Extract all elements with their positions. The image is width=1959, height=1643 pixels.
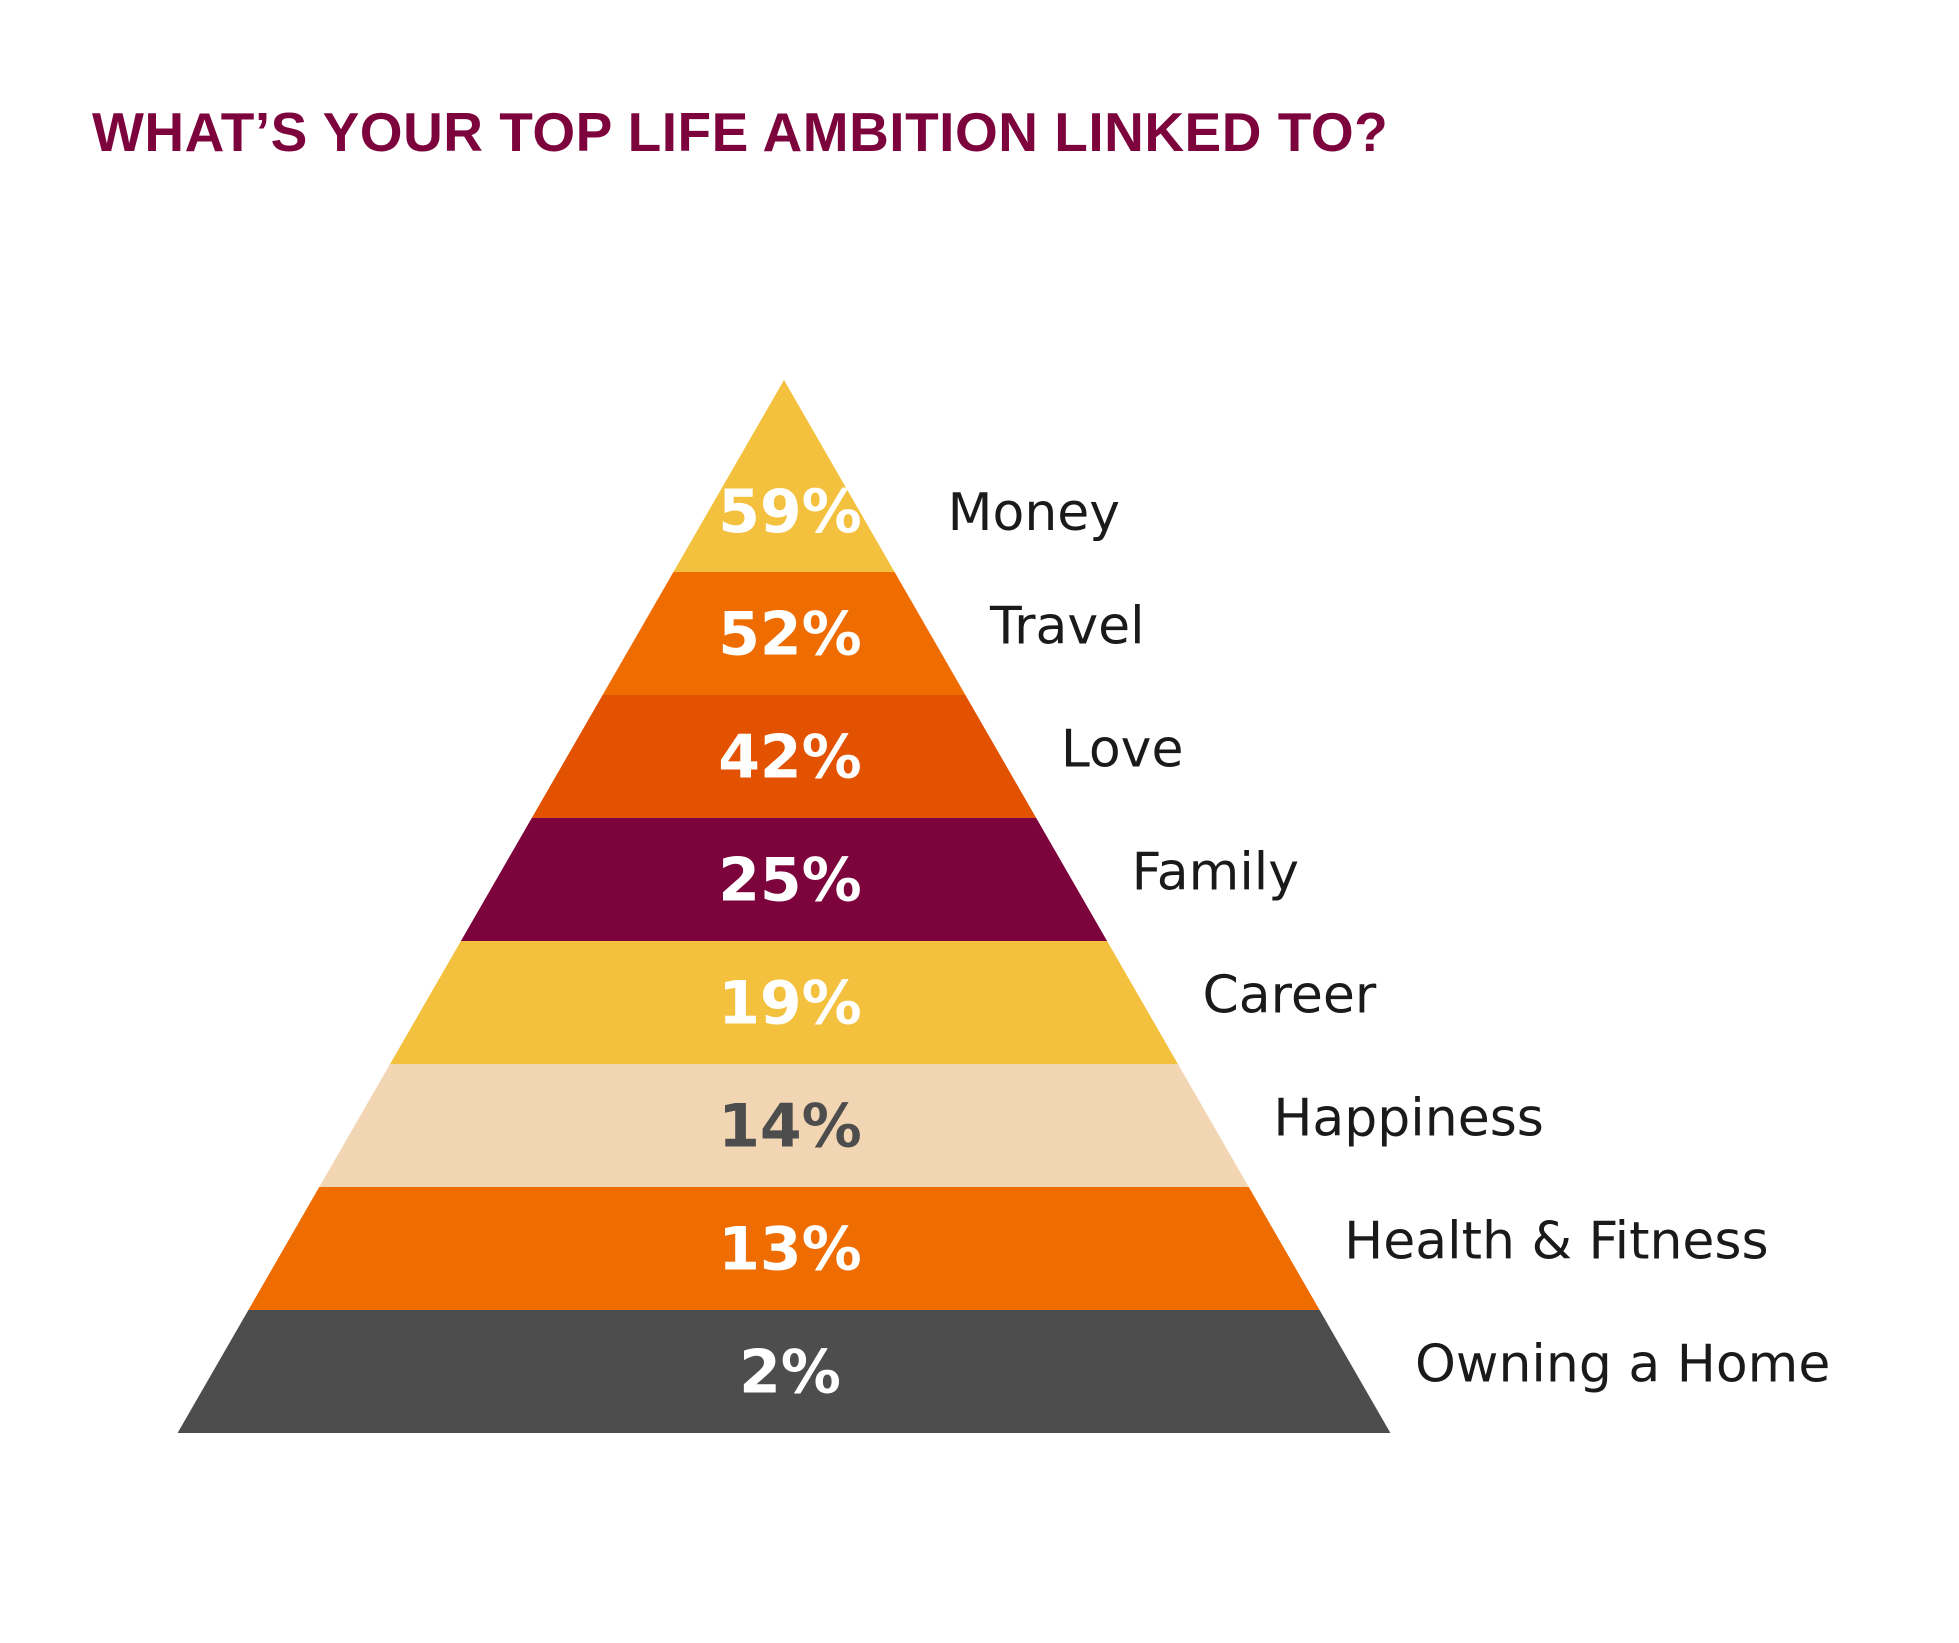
value-label-2: 52% xyxy=(718,600,862,670)
pyramid-band-2 xyxy=(602,572,966,695)
value-label-1: 59% xyxy=(718,477,862,547)
category-label-2: Travel xyxy=(989,597,1145,657)
value-label-5: 19% xyxy=(718,969,862,1039)
pyramid-band-5 xyxy=(390,941,1178,1064)
pyramid-band-1 xyxy=(673,380,895,572)
pyramid-band-4 xyxy=(460,818,1108,941)
value-label-8: 2% xyxy=(739,1338,841,1408)
chart-title: WHAT’S YOUR TOP LIFE AMBITION LINKED TO? xyxy=(92,101,1389,163)
pyramid-band-8 xyxy=(177,1310,1391,1433)
value-label-7: 13% xyxy=(718,1215,862,1285)
value-label-6: 14% xyxy=(718,1092,862,1162)
category-label-8: Owning a Home xyxy=(1415,1335,1830,1395)
category-label-7: Health & Fitness xyxy=(1344,1212,1768,1272)
value-label-4: 25% xyxy=(718,846,862,916)
category-label-5: Career xyxy=(1202,966,1376,1026)
pyramid-band-7 xyxy=(248,1187,1320,1310)
pyramid-band-3 xyxy=(531,695,1037,818)
pyramid-band-6 xyxy=(319,1064,1249,1187)
category-label-6: Happiness xyxy=(1273,1089,1544,1149)
value-label-3: 42% xyxy=(718,723,862,793)
category-label-4: Family xyxy=(1132,843,1299,903)
category-label-1: Money xyxy=(948,483,1120,543)
category-label-3: Love xyxy=(1061,720,1184,780)
